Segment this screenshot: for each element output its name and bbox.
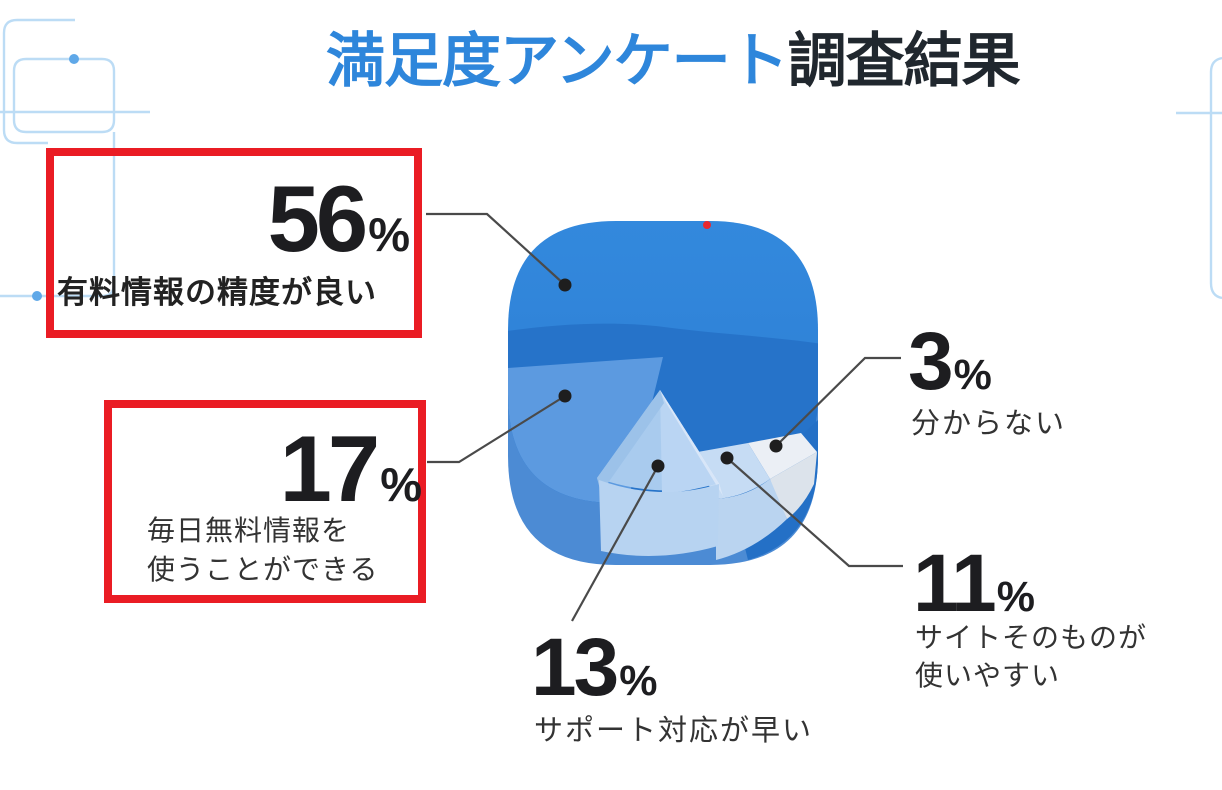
callout-3-label: 分からない	[911, 408, 1067, 440]
callout-17-label-line2: 使うことができる	[147, 554, 379, 585]
decor-bracket-top-left	[2, 18, 75, 145]
callout-13-number: 13 %	[531, 627, 657, 709]
pie-slice-13-front-wall	[599, 480, 719, 556]
percent-sign-3: %	[953, 351, 992, 399]
decor-dot-top-left	[69, 54, 79, 64]
callout-17-label: 毎日無料情報を 使うことができる	[147, 511, 378, 589]
percent-value-3: 3	[908, 316, 954, 407]
callout-line-56	[426, 212, 566, 286]
callout-56-number: 56 %	[268, 172, 410, 266]
percent-sign-11: %	[996, 573, 1035, 621]
callout-13-label: サポート対応が早い	[534, 715, 814, 747]
decor-dot-mid-left	[32, 291, 42, 301]
percent-value-17: 17	[279, 416, 381, 521]
callout-56-label: 有料情報の精度が良い	[57, 275, 377, 310]
decor-lines	[0, 18, 1222, 300]
page-title: 満足度アンケート調査結果	[326, 28, 1021, 96]
percent-sign-13: %	[619, 657, 658, 705]
callout-11-label-line2: 使いやすい	[915, 660, 1061, 691]
pie-chart-3d	[508, 221, 818, 565]
callout-dot-56	[558, 278, 572, 292]
percent-value-13: 13	[531, 622, 619, 713]
callout-dots	[558, 278, 783, 473]
highlight-box-17	[104, 400, 426, 603]
callout-dot-13	[651, 459, 665, 473]
percent-sign-56: %	[368, 208, 410, 261]
callout-3-number: 3 %	[908, 321, 992, 403]
decor-vertical-elbow-left	[0, 132, 116, 298]
callout-line-11	[726, 457, 903, 568]
callout-dot-17	[558, 389, 572, 403]
decor-vertical-right	[1209, 56, 1222, 300]
callout-line-17	[427, 395, 566, 464]
callout-line-3	[775, 356, 901, 447]
pie-slice-13-right-flank	[660, 390, 723, 496]
decor-rounded-rect-left	[12, 57, 116, 134]
page-title-highlight: 満足度アンケート	[326, 28, 789, 94]
pie-slice-13-left-flank	[597, 390, 664, 493]
callout-lines	[426, 212, 903, 622]
pie-slice-11-wall	[716, 479, 787, 560]
page-title-suffix: 調査結果	[787, 28, 1021, 94]
callout-17-number: 17 %	[280, 422, 422, 516]
callout-11-label: サイトそのものが 使いやすい	[915, 619, 1147, 695]
percent-sign-17: %	[380, 458, 422, 511]
callout-dot-3	[769, 439, 783, 453]
callout-11-label-line1: サイトそのものが	[915, 622, 1148, 653]
callout-line-13	[571, 465, 659, 622]
callout-dot-11	[720, 451, 734, 465]
pie-slice-3-top	[748, 433, 817, 479]
pie-slice-3-wall	[770, 452, 817, 519]
highlight-box-56	[46, 148, 422, 338]
percent-value-56: 56	[267, 166, 369, 271]
callout-11-number: 11 %	[913, 543, 1035, 625]
red-marker-dot	[703, 221, 711, 229]
callout-17-label-line1: 毎日無料情報を	[147, 515, 351, 546]
percent-value-11: 11	[913, 538, 997, 629]
